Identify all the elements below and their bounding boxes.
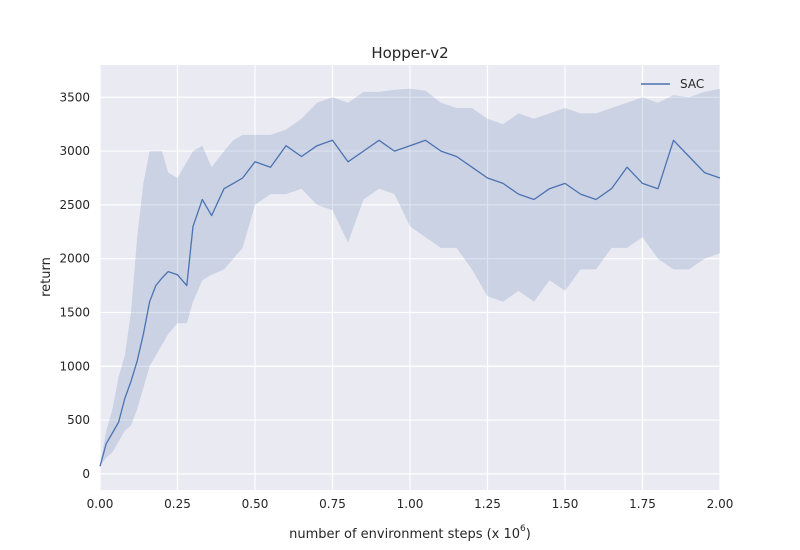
chart-title: Hopper-v2 bbox=[371, 44, 448, 62]
y-tick-labels: 0 500 1000 1500 2000 2500 3000 3500 bbox=[59, 90, 90, 481]
x-tick-label: 0.50 bbox=[242, 497, 269, 511]
y-tick-label: 500 bbox=[67, 413, 90, 427]
y-tick-label: 2500 bbox=[59, 198, 90, 212]
x-tick-labels: 0.00 0.25 0.50 0.75 1.00 1.25 1.50 1.75 2.00 bbox=[87, 497, 734, 511]
y-tick-label: 1500 bbox=[59, 305, 90, 319]
x-axis-label-exponent: 6 bbox=[520, 524, 526, 534]
legend-label: SAC bbox=[680, 77, 704, 91]
x-tick-label: 0.00 bbox=[87, 497, 114, 511]
y-tick-label: 0 bbox=[82, 467, 90, 481]
grid-lines bbox=[99, 65, 721, 490]
x-tick-label: 1.75 bbox=[629, 497, 656, 511]
x-tick-label: 1.50 bbox=[552, 497, 579, 511]
series-line-sac bbox=[99, 139, 721, 467]
x-axis-label-main: number of environment steps (x 10 bbox=[289, 527, 520, 542]
x-tick-label: 1.25 bbox=[474, 497, 501, 511]
x-axis-label-close: ) bbox=[526, 527, 531, 542]
legend: SAC bbox=[641, 77, 704, 91]
y-axis-label: return bbox=[39, 257, 54, 297]
y-tick-label: 3000 bbox=[59, 144, 90, 158]
x-tick-label: 0.75 bbox=[319, 497, 346, 511]
x-tick-label: 0.25 bbox=[164, 497, 191, 511]
x-tick-label: 2.00 bbox=[707, 497, 734, 511]
y-tick-label: 1000 bbox=[59, 359, 90, 373]
y-tick-label: 2000 bbox=[59, 252, 90, 266]
series-line-layer bbox=[99, 139, 721, 467]
y-tick-label: 3500 bbox=[59, 90, 90, 104]
x-tick-label: 1.00 bbox=[397, 497, 424, 511]
x-axis-label: number of environment steps (x 106) bbox=[289, 524, 531, 542]
